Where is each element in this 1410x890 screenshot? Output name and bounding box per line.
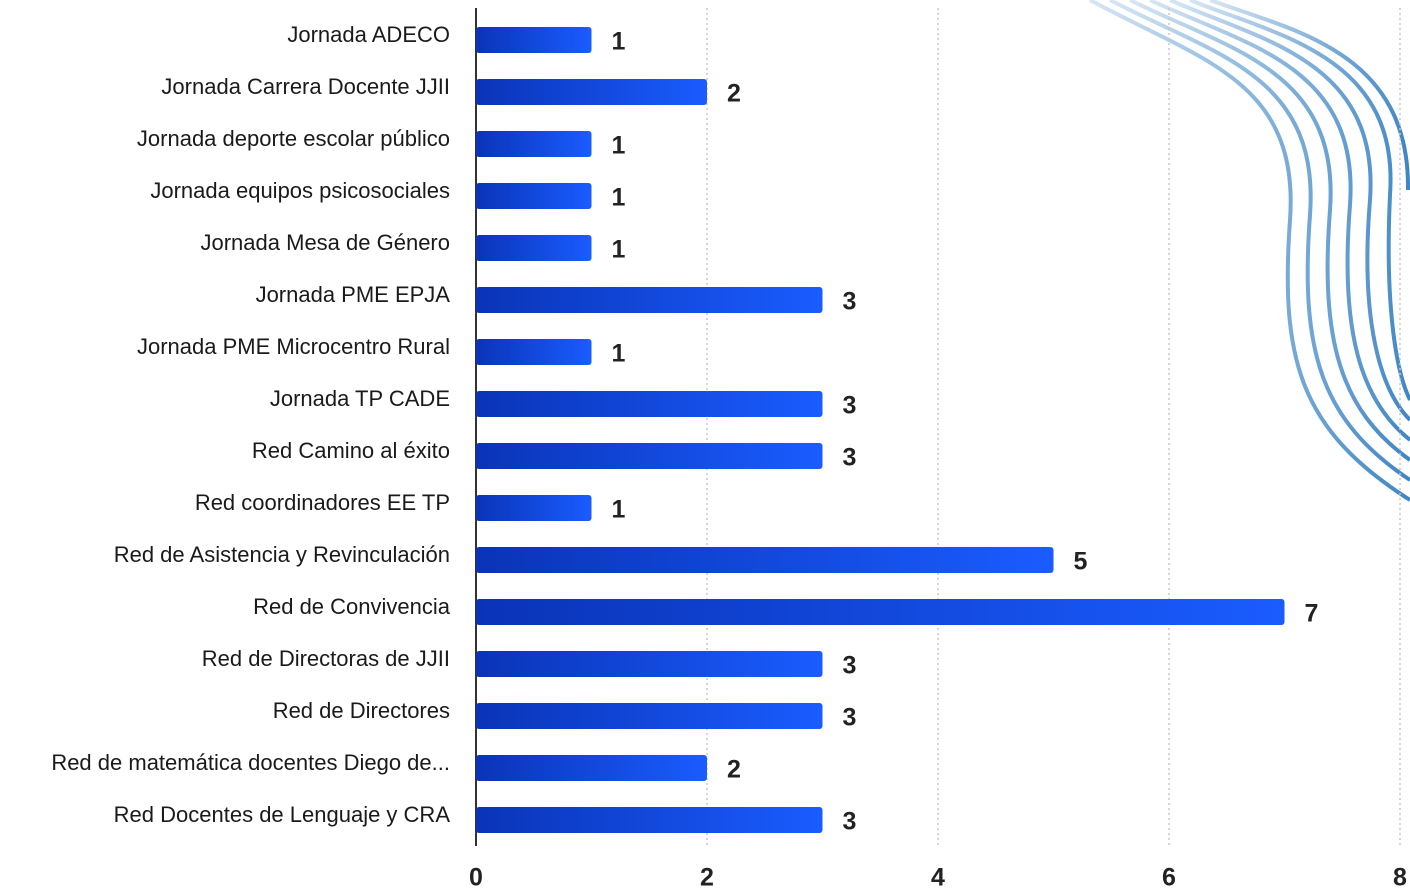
value-label: 1 [612, 28, 626, 56]
bar [476, 339, 592, 365]
x-tick-label: 0 [469, 864, 483, 890]
value-label: 3 [843, 652, 857, 680]
value-label: 2 [727, 80, 741, 108]
y-tick-label: Red de matemática docentes Diego de... [51, 750, 450, 775]
y-tick-label: Jornada Carrera Docente JJII [161, 74, 450, 99]
bar [476, 131, 592, 157]
value-label: 1 [612, 236, 626, 264]
y-tick-label: Jornada deporte escolar público [137, 126, 450, 151]
x-tick-label: 6 [1162, 864, 1176, 890]
value-label: 3 [843, 392, 857, 420]
value-label: 3 [843, 444, 857, 472]
bar [476, 79, 707, 105]
value-label: 5 [1074, 548, 1088, 576]
y-tick-label: Red de Directoras de JJII [202, 646, 450, 671]
bar [476, 443, 823, 469]
bar [476, 391, 823, 417]
y-tick-label: Jornada equipos psicosociales [150, 178, 450, 203]
value-label: 1 [612, 340, 626, 368]
bar [476, 807, 823, 833]
y-tick-label: Red Docentes de Lenguaje y CRA [114, 802, 451, 827]
bar [476, 27, 592, 53]
value-label: 3 [843, 704, 857, 732]
x-tick-label: 4 [931, 864, 945, 890]
bar [476, 755, 707, 781]
y-tick-label: Jornada PME EPJA [256, 282, 451, 307]
x-tick-label: 8 [1393, 864, 1407, 890]
value-label: 1 [612, 184, 626, 212]
bar [476, 547, 1054, 573]
bar [476, 495, 592, 521]
y-tick-label: Red Camino al éxito [252, 438, 450, 463]
y-tick-label: Jornada ADECO [287, 22, 450, 47]
value-label: 1 [612, 496, 626, 524]
x-tick-label: 2 [700, 864, 714, 890]
y-tick-label: Jornada PME Microcentro Rural [137, 334, 450, 359]
bar [476, 287, 823, 313]
bar [476, 651, 823, 677]
y-tick-label: Jornada TP CADE [270, 386, 450, 411]
value-label: 1 [612, 132, 626, 160]
y-tick-label: Jornada Mesa de Género [201, 230, 451, 255]
y-tick-label: Red de Asistencia y Revinculación [114, 542, 450, 567]
bar [476, 183, 592, 209]
value-label: 2 [727, 756, 741, 784]
y-tick-label: Red coordinadores EE TP [195, 490, 450, 515]
value-label: 3 [843, 808, 857, 836]
bar [476, 599, 1285, 625]
y-tick-label: Red de Directores [273, 698, 450, 723]
bar [476, 235, 592, 261]
y-tick-label: Red de Convivencia [253, 594, 451, 619]
wave-decoration [1089, 0, 1410, 502]
bar [476, 703, 823, 729]
value-label: 3 [843, 288, 857, 316]
value-label: 7 [1305, 600, 1319, 628]
